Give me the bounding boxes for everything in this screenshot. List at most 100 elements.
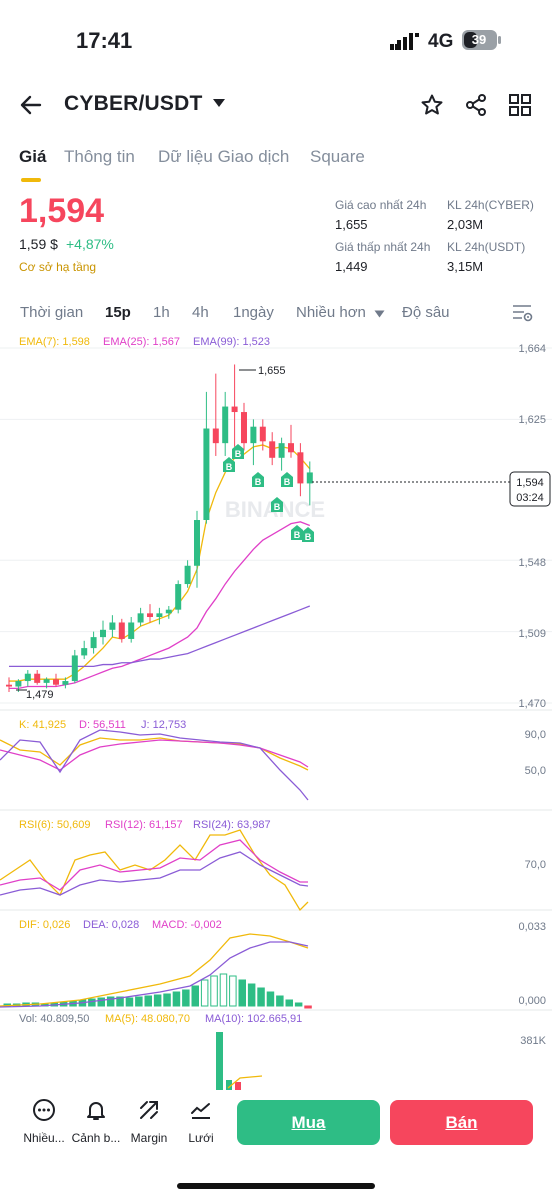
candle-body [34,673,41,683]
price-chart[interactable]: BINANCE EMA(7): 1,598 EMA(25): 1,567 EMA… [0,330,552,1090]
candle [194,510,200,588]
macd-value-legend: MACD: -0,002 [152,919,222,931]
y-axis-tick: 1,470 [518,698,546,710]
buy-marker[interactable]: B [291,525,303,540]
candle-body [165,609,172,614]
macd-bar [294,1002,303,1007]
buy-button[interactable]: Mua [237,1100,380,1145]
macd-bar [172,991,181,1007]
ema99-legend: EMA(99): 1,523 [193,336,270,348]
grid-trading-icon [191,1103,210,1119]
buy-marker-letter: B [255,477,262,487]
grid-layout-icon[interactable] [509,94,531,116]
sell-button[interactable]: Bán [390,1100,533,1145]
grid-trading-label: Lưới [188,1131,214,1145]
macd-bar [191,985,199,1007]
kdj-k-line [0,737,309,771]
candle [306,461,313,506]
buy-marker[interactable]: B [223,457,235,472]
tab-info[interactable]: Thông tin [64,147,135,166]
timeframe-time[interactable]: Thời gian [20,304,84,321]
ema7-legend: EMA(7): 1,598 [19,336,90,348]
macd-bar [125,997,134,1007]
buy-marker[interactable]: B [271,497,283,512]
candle [71,649,78,683]
macd-bar [257,987,265,1007]
macd-bar [182,989,190,1007]
pair-title[interactable]: CYBER/USDT [64,92,203,115]
candle-body [156,613,163,617]
candle [222,391,229,456]
rsi24-line [0,851,309,896]
vol-base-label: KL 24h(CYBER) [447,198,534,212]
y-axis-tick: 1,625 [518,414,546,426]
tab-trading-data[interactable]: Dữ liệu Giao dịch [158,147,290,166]
candle-body [24,673,31,682]
timeframe-more[interactable]: Nhiều hơn [296,304,366,321]
candle [24,670,31,687]
y-axis-tick: 1,509 [518,628,546,640]
vol-quote-value: 3,15M [447,259,484,274]
more-menu-button[interactable]: Nhiều... [19,1098,69,1145]
buy-marker[interactable]: B [302,527,314,542]
candle [34,670,41,685]
macd-axis-tick: 0,033 [518,921,546,933]
y-axis-tick: 1,548 [518,557,546,569]
current-price-box [509,471,551,507]
timeframe-15m[interactable]: 15p [105,304,131,321]
kdj-k-legend: K: 41,925 [19,719,66,731]
share-icon[interactable] [464,93,488,117]
current-price-label: 1,594 [516,477,544,489]
buy-marker-letter: B [305,532,312,542]
high-24h-label: Giá cao nhất 24h [335,198,427,212]
price-alert-button[interactable]: Cảnh b... [71,1098,121,1145]
buy-marker[interactable]: B [252,472,264,487]
timeframe-1d[interactable]: 1ngày [233,304,274,321]
grid-trading-button[interactable]: Lưới [176,1098,226,1145]
candle-body [250,426,257,444]
chart-settings-icon[interactable] [512,304,534,322]
candle-body [43,679,50,683]
candle [259,419,266,451]
depth-tab[interactable]: Độ sâu [402,304,450,321]
macd-bar [276,995,284,1007]
candle [90,631,97,654]
margin-button[interactable]: Margin [124,1098,174,1145]
candle [165,606,172,619]
buy-marker[interactable]: B [281,472,293,487]
volume-axis-tick: 381K [520,1035,546,1047]
candle-body [222,406,229,444]
buy-marker-tag [223,457,235,472]
status-time: 17:41 [76,28,133,53]
candle [6,677,12,693]
buy-marker-tag [302,527,314,542]
caret-down-icon[interactable] [212,98,226,108]
kdj-d-legend: D: 56,511 [79,719,126,731]
candle [231,364,238,447]
candle-body [231,406,238,413]
category-tag[interactable]: Cơ sở hạ tầng [19,260,97,274]
candle-body [53,679,59,685]
back-arrow-icon[interactable] [18,92,44,118]
candle [278,437,285,471]
countdown-label: 03:24 [516,492,544,504]
star-icon[interactable] [420,93,444,117]
tab-square[interactable]: Square [310,147,365,166]
candle [147,604,153,623]
buy-marker-tag [271,497,283,512]
home-indicator [177,1183,375,1189]
buy-marker-letter: B [294,530,301,540]
buy-marker-tag [232,444,244,459]
candle-body [203,428,210,521]
timeframe-4h[interactable]: 4h [192,304,209,321]
buy-marker[interactable]: B [232,444,244,459]
kdj-axis-tick: 90,0 [525,729,546,741]
candle [288,424,294,458]
tab-price[interactable]: Giá [19,147,47,166]
timeframe-1h[interactable]: 1h [153,304,170,321]
ema7-line [9,444,311,682]
macd-axis-tick: 0,000 [518,995,546,1007]
candle-body [297,452,304,484]
caret-down-icon[interactable] [374,310,385,318]
candle-body [100,629,106,638]
